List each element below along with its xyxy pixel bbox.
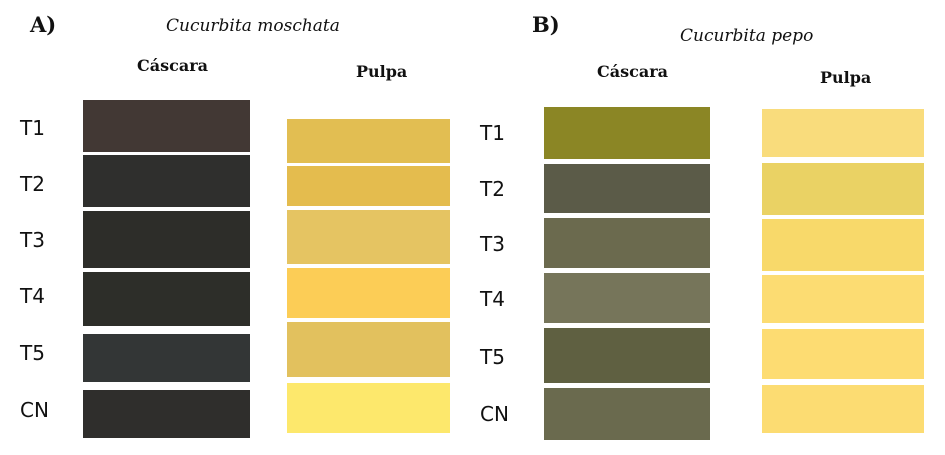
panel-b-pulpa-swatch xyxy=(762,385,924,433)
panel-a-row-label: CN xyxy=(20,398,49,422)
panel-a-pulpa-swatch xyxy=(287,119,450,163)
panel-a-pulpa-swatch xyxy=(287,268,450,318)
panel-b-pulpa-swatch xyxy=(762,109,924,157)
panel-a-label: A) xyxy=(30,12,57,37)
panel-b-cascara-swatch xyxy=(544,328,710,383)
panel-a-cascara-swatch xyxy=(83,211,250,268)
panel-a-pulpa-swatch xyxy=(287,210,450,264)
panel-a-species-title: Cucurbita moschata xyxy=(166,16,340,36)
panel-a-cascara-swatch xyxy=(83,334,250,382)
panel-a-row-label: T3 xyxy=(20,228,45,252)
panel-a-pulpa-header: Pulpa xyxy=(356,62,408,81)
panel-b-pulpa-swatch xyxy=(762,219,924,271)
panel-b-pulpa-swatch xyxy=(762,329,924,379)
panel-b-cascara-swatch xyxy=(544,273,710,323)
panel-b-row-label: CN xyxy=(480,402,509,426)
panel-b-pulpa-swatch xyxy=(762,163,924,215)
panel-b-row-label: T1 xyxy=(480,121,505,145)
panel-a-row-label: T1 xyxy=(20,116,45,140)
panel-a-pulpa-swatch xyxy=(287,166,450,206)
panel-a-row-label: T4 xyxy=(20,284,45,308)
panel-b-species-title: Cucurbita pepo xyxy=(680,26,814,46)
panel-a-row-label: T5 xyxy=(20,341,45,365)
panel-a-cascara-swatch xyxy=(83,155,250,207)
panel-b-cascara-header: Cáscara xyxy=(597,62,669,81)
panel-a-cascara-swatch xyxy=(83,100,250,152)
panel-b-cascara-swatch xyxy=(544,388,710,440)
panel-b-cascara-swatch xyxy=(544,107,710,159)
panel-b-row-label: T3 xyxy=(480,232,505,256)
panel-b-cascara-swatch xyxy=(544,218,710,268)
panel-b-cascara-swatch xyxy=(544,164,710,213)
panel-a-cascara-swatch xyxy=(83,272,250,326)
panel-a-row-label: T2 xyxy=(20,172,45,196)
panel-a-pulpa-swatch xyxy=(287,322,450,377)
panel-b-pulpa-swatch xyxy=(762,275,924,323)
panel-a-cascara-swatch xyxy=(83,390,250,438)
panel-b-pulpa-header: Pulpa xyxy=(820,68,872,87)
panel-b-label: B) xyxy=(532,12,560,37)
panel-b-row-label: T2 xyxy=(480,177,505,201)
panel-b-row-label: T4 xyxy=(480,287,505,311)
panel-a-pulpa-swatch xyxy=(287,383,450,433)
panel-a-cascara-header: Cáscara xyxy=(137,56,209,75)
panel-b-row-label: T5 xyxy=(480,345,505,369)
